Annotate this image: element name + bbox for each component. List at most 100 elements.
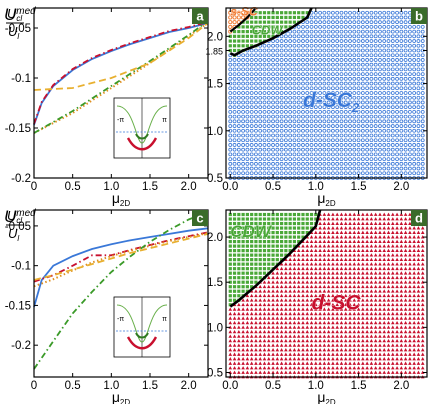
phase-marker-dsc [369, 58, 374, 62]
phase-marker-dsc [403, 320, 408, 325]
phase-marker-dsc [292, 161, 297, 166]
phase-marker-dsc [356, 307, 361, 311]
phase-marker-dsc [314, 257, 318, 262]
phase-marker-dsc [339, 157, 344, 162]
phase-marker-cdw [228, 48, 232, 53]
phase-marker-dsc [292, 357, 297, 361]
phase-marker-cdw [254, 239, 258, 244]
phase-marker-dsc [309, 320, 314, 325]
phase-marker-dsc [271, 58, 275, 62]
phase-marker-dsc [284, 307, 288, 311]
phase-marker-cdw [232, 280, 237, 284]
phase-marker-dsc [395, 43, 399, 48]
phase-marker-dsc [395, 239, 399, 243]
phase-marker-dsc [284, 352, 288, 356]
phase-marker-cdw [305, 230, 309, 235]
phase-marker-dsc [378, 217, 382, 221]
phase-marker-dsc [378, 15, 382, 20]
phase-marker-dsc [365, 62, 370, 67]
phase-marker-dsc [254, 114, 258, 119]
phase-marker-dsc [288, 53, 293, 58]
phase-marker-dsc [309, 53, 314, 58]
phase-marker-dsc [378, 257, 382, 262]
label-part: 2D [325, 398, 335, 404]
phase-marker-dsc [318, 86, 322, 91]
phase-marker-dsc [356, 48, 361, 53]
phase-marker-dsc [352, 166, 357, 171]
phase-marker-dsc [318, 320, 322, 325]
phase-marker-dsc [365, 29, 370, 34]
phase-marker-dsc [361, 271, 365, 275]
phase-marker-dsc [288, 370, 292, 374]
phase-marker-dsc [420, 248, 425, 253]
phase-marker-dsc [386, 352, 391, 356]
phase-marker-dsc [236, 62, 241, 67]
phase-marker-dsc [262, 95, 267, 100]
series-line-3 [33, 210, 209, 370]
phase-marker-dsc [284, 325, 288, 329]
phase-marker-dsc [373, 361, 378, 365]
phase-marker-dsc [232, 67, 237, 72]
phase-marker-dsc [352, 298, 357, 302]
phase-marker-dsc [249, 105, 254, 110]
phase-marker-dsc [309, 81, 314, 86]
phase-marker-dsc [356, 357, 361, 361]
phase-marker-dsc [326, 253, 331, 257]
phase-marker-cdw [271, 235, 275, 239]
phase-marker-dsc [352, 271, 357, 275]
phase-marker-dsc [296, 348, 301, 352]
phase-marker-dsc [249, 316, 254, 320]
phase-marker-cdw [237, 230, 241, 235]
y-tick-label: 2.0 [207, 31, 223, 43]
phase-marker-dsc [369, 275, 374, 280]
phase-marker-dsc [279, 334, 284, 338]
phase-marker-dsc [279, 171, 284, 176]
phase-marker-dsc [343, 271, 348, 275]
phase-marker-cdw [262, 212, 267, 217]
phase-marker-cdw [250, 25, 254, 29]
phase-marker-dsc [356, 24, 361, 29]
phase-marker-dsc [305, 114, 310, 119]
phase-marker-dsc [348, 161, 352, 166]
phase-marker-dsc [275, 320, 280, 325]
phase-marker-dsc [356, 138, 361, 143]
phase-marker-dsc [335, 67, 340, 72]
phase-marker-dsc [390, 253, 395, 257]
phase-marker-dsc [378, 248, 382, 253]
phase-marker-dsc [390, 91, 395, 95]
phase-marker-dsc [309, 76, 314, 81]
phase-marker-dsc [331, 357, 335, 361]
phase-marker-cdw [262, 11, 267, 15]
phase-marker-dsc [245, 100, 250, 105]
phase-marker-dsc [309, 262, 314, 266]
phase-marker-dsc [408, 338, 412, 343]
phase-marker-dsc [275, 266, 280, 271]
phase-marker-dsc [236, 100, 241, 105]
phase-marker-dsc [301, 298, 305, 302]
phase-marker-dsc [236, 67, 241, 72]
phase-marker-cdw [271, 25, 275, 29]
phase-marker-dsc [262, 91, 267, 95]
phase-marker-dsc [395, 348, 399, 352]
phase-marker-dsc [288, 357, 292, 361]
phase-marker-dsc [305, 357, 310, 361]
phase-marker-dsc [296, 266, 301, 271]
y-axis-label: Umed [4, 5, 36, 24]
phase-marker-cdw [284, 249, 288, 253]
phase-marker-dsc [296, 67, 301, 72]
phase-marker-dsc [369, 157, 374, 162]
phase-marker-dsc [356, 262, 361, 266]
phase-marker-cdw [284, 217, 288, 221]
phase-marker-dsc [356, 257, 361, 262]
phase-marker-dsc [283, 157, 288, 162]
phase-marker-dsc [420, 161, 425, 166]
phase-marker-dsc [412, 34, 417, 39]
phase-marker-dsc [249, 128, 254, 133]
phase-marker-dsc [343, 284, 348, 289]
plot-frame [33, 7, 209, 179]
phase-marker-dsc [386, 338, 391, 343]
phase-marker-dsc [407, 10, 412, 15]
phase-marker-dsc [275, 334, 280, 338]
phase-marker-dsc [382, 221, 387, 225]
phase-marker-dsc [352, 226, 357, 230]
